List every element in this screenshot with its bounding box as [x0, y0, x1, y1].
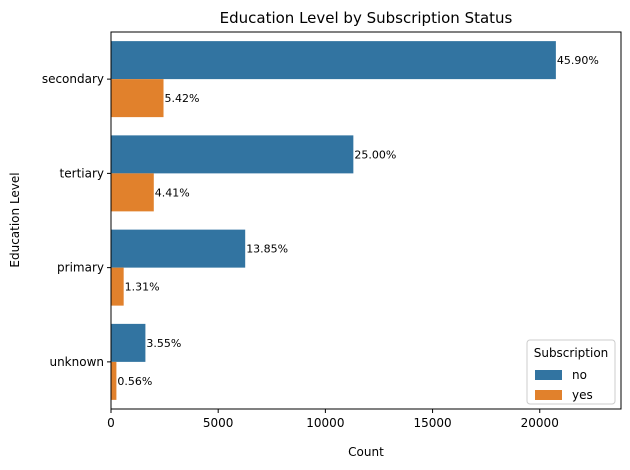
- y-axis-label: Education Level: [8, 172, 22, 267]
- bars-layer: [111, 41, 556, 400]
- bar-yes-tertiary: [111, 173, 154, 212]
- data-label-yes-tertiary: 4.41%: [155, 186, 190, 199]
- y-tick-label-secondary: secondary: [42, 72, 104, 86]
- x-tick-label-15000: 15000: [413, 416, 451, 430]
- x-axis: 0 5000 10000 15000 20000: [107, 409, 559, 430]
- legend-swatch-yes: [535, 390, 562, 400]
- y-tick-label-unknown: unknown: [49, 355, 104, 369]
- data-label-no-primary: 13.85%: [246, 243, 288, 256]
- bar-yes-secondary: [111, 79, 164, 118]
- chart-title: Education Level by Subscription Status: [220, 9, 513, 27]
- legend-label-no: no: [572, 368, 587, 382]
- bar-no-primary: [111, 229, 246, 268]
- bar-no-unknown: [111, 323, 146, 362]
- data-labels-layer: 45.90% 5.42% 25.00% 4.41% 13.85% 1.31% 3.55% 0.…: [117, 54, 598, 388]
- plot-frame: [110, 31, 622, 410]
- x-tick-label-0: 0: [107, 416, 115, 430]
- data-label-no-unknown: 3.55%: [146, 337, 181, 350]
- legend: Subscription no yes: [526, 339, 616, 405]
- bar-no-tertiary: [111, 135, 354, 174]
- data-label-no-tertiary: 25.00%: [354, 148, 396, 161]
- legend-title: Subscription: [534, 346, 609, 360]
- bar-yes-primary: [111, 267, 124, 306]
- legend-box: [526, 339, 616, 405]
- x-tick-label-5000: 5000: [203, 416, 234, 430]
- y-tick-label-tertiary: tertiary: [60, 166, 104, 180]
- data-label-yes-primary: 1.31%: [125, 281, 160, 294]
- x-tick-label-10000: 10000: [306, 416, 344, 430]
- legend-swatch-no: [535, 370, 562, 380]
- data-label-no-secondary: 45.90%: [557, 54, 599, 67]
- bar-no-secondary: [111, 41, 556, 80]
- data-label-yes-unknown: 0.56%: [117, 375, 152, 388]
- x-axis-label: Count: [348, 445, 384, 459]
- x-tick-label-20000: 20000: [521, 416, 559, 430]
- legend-label-yes: yes: [572, 388, 593, 402]
- y-axis: secondary tertiary primary unknown: [42, 72, 111, 369]
- data-label-yes-secondary: 5.42%: [165, 92, 200, 105]
- y-tick-label-primary: primary: [57, 261, 104, 275]
- bar-yes-unknown: [111, 361, 117, 400]
